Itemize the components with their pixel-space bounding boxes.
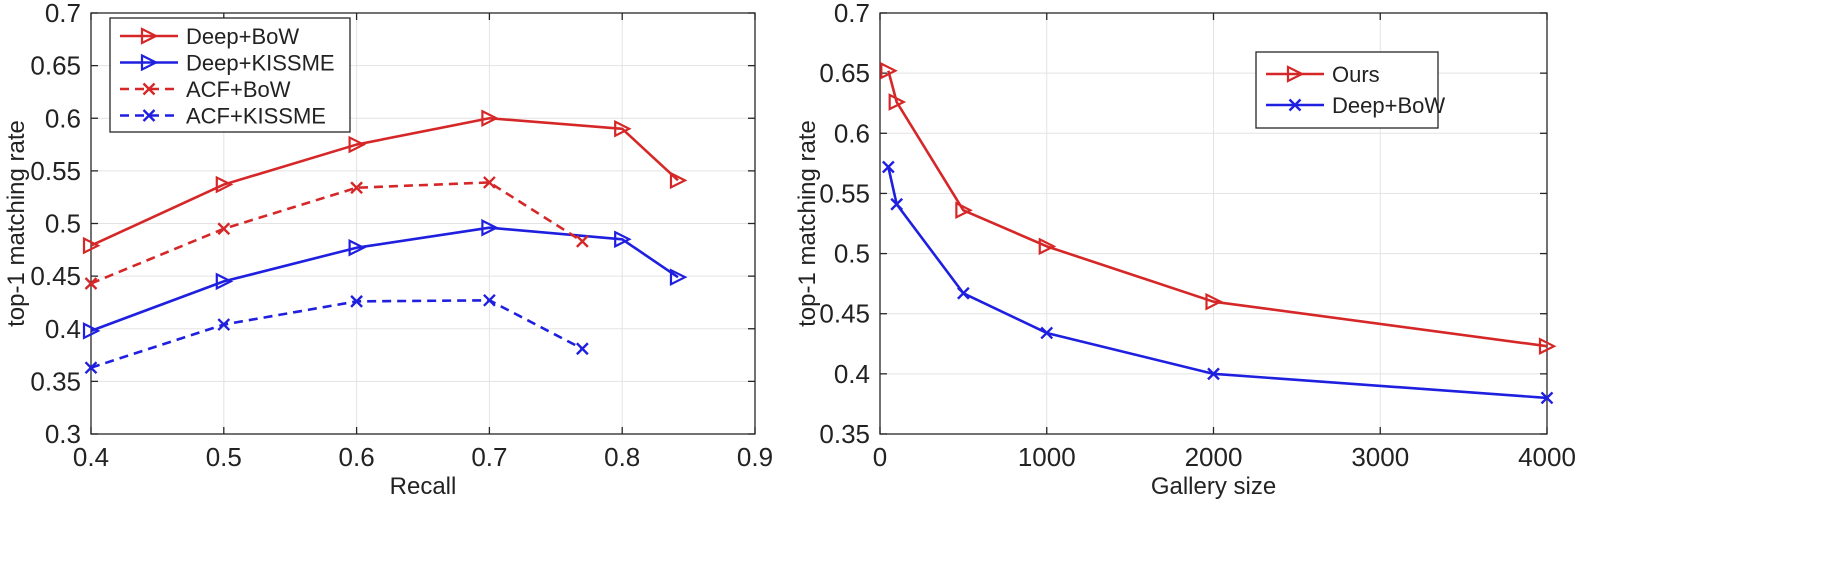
- data-point: [576, 235, 589, 248]
- data-point: [890, 197, 904, 211]
- gallery-size-chart: 0 1000 2000 3000 4000 0.35 0.4 0.45 0.5 0.55 0.6 0.…: [794, 0, 1576, 500]
- legend-label: Deep+BoW: [186, 24, 299, 49]
- legend-box: [1255, 51, 1439, 129]
- series-line: [887, 166, 1548, 400]
- data-point: [669, 171, 688, 190]
- y-tick-label: 0.6: [45, 103, 81, 133]
- x-axis-title: Gallery size: [1151, 473, 1276, 500]
- y-tick-label: 0.35: [819, 419, 870, 449]
- x-tick-label: 0.6: [339, 442, 375, 472]
- y-tick-label: 0.55: [819, 178, 870, 208]
- data-point: [217, 222, 231, 236]
- legend-label: Deep+KISSME: [186, 51, 335, 76]
- data-point: [888, 93, 907, 111]
- data-point: [881, 160, 895, 174]
- legend-label: ACF+KISSME: [186, 104, 326, 129]
- legend-label: ACF+BoW: [186, 77, 291, 102]
- data-point: [348, 238, 367, 257]
- x-tick-label: 2000: [1185, 442, 1243, 472]
- data-point: [483, 293, 496, 307]
- x-tick-label: 0.5: [206, 442, 242, 472]
- legend-label: Ours: [1332, 62, 1380, 87]
- data-point: [483, 176, 496, 189]
- y-tick-label: 0.55: [30, 156, 81, 186]
- data-point: [1540, 391, 1554, 405]
- data-point: [82, 236, 101, 255]
- series-line: [90, 181, 584, 285]
- legend-marker: [1286, 65, 1305, 83]
- data-point: [669, 268, 688, 286]
- series-line: [90, 226, 679, 333]
- y-tick-label: 0.45: [30, 261, 81, 291]
- y-tick-label: 0.65: [819, 58, 870, 88]
- x-tick-label: 0.9: [737, 442, 773, 472]
- data-point: [481, 218, 499, 237]
- data-point: [481, 109, 499, 128]
- recall-chart: 0.4 0.5 0.6 0.7 0.8 0.9 0.3 0.35 0.4 0.45 0.5 0.55 0…: [3, 0, 773, 500]
- y-tick-label: 0.45: [819, 299, 870, 329]
- y-tick-label: 0.7: [834, 0, 870, 28]
- data-point: [215, 175, 234, 194]
- y-tick-label: 0.35: [30, 366, 81, 396]
- data-point: [84, 277, 98, 290]
- x-tick-label: 0.4: [73, 442, 109, 472]
- data-point: [576, 342, 589, 356]
- data-point: [217, 318, 231, 331]
- y-axis-title: top-1 matching rate: [3, 120, 30, 327]
- y-tick-label: 0.4: [45, 314, 81, 344]
- y-tick-label: 0.6: [834, 118, 870, 148]
- legend-marker: [142, 82, 156, 96]
- x-tick-label: 3000: [1351, 442, 1409, 472]
- y-axis-title: top-1 matching rate: [794, 120, 821, 327]
- data-point: [1538, 337, 1557, 355]
- legend-marker: [140, 53, 159, 72]
- legend-marker: [142, 109, 156, 122]
- data-point: [84, 361, 98, 375]
- data-point: [348, 135, 367, 154]
- data-point: [614, 230, 632, 249]
- legend-marker: [140, 27, 159, 45]
- y-tick-label: 0.5: [45, 209, 81, 239]
- y-tick-label: 0.3: [45, 419, 81, 449]
- x-tick-label: 0.7: [471, 442, 507, 472]
- y-tick-label: 0.4: [834, 359, 870, 389]
- data-point: [955, 201, 973, 220]
- x-tick-label: 4000: [1518, 442, 1576, 472]
- y-tick-label: 0.5: [834, 239, 870, 269]
- x-tick-label: 0.8: [604, 442, 640, 472]
- legend-label: Deep+BoW: [1332, 93, 1445, 118]
- data-point: [1038, 237, 1057, 256]
- data-point: [957, 286, 970, 300]
- y-tick-label: 0.65: [30, 51, 81, 81]
- data-point: [1205, 292, 1223, 311]
- data-point: [880, 61, 898, 80]
- data-point: [614, 119, 632, 138]
- data-point: [1207, 367, 1220, 381]
- x-tick-label: 0: [873, 442, 887, 472]
- data-point: [215, 272, 234, 291]
- x-axis-title: Recall: [390, 473, 457, 500]
- data-point: [1040, 326, 1054, 340]
- series-line: [90, 116, 679, 247]
- data-point: [350, 181, 363, 195]
- y-tick-label: 0.7: [45, 0, 81, 28]
- legend-marker: [1288, 98, 1302, 112]
- x-tick-label: 1000: [1018, 442, 1076, 472]
- data-point: [82, 322, 101, 340]
- data-point: [350, 295, 363, 308]
